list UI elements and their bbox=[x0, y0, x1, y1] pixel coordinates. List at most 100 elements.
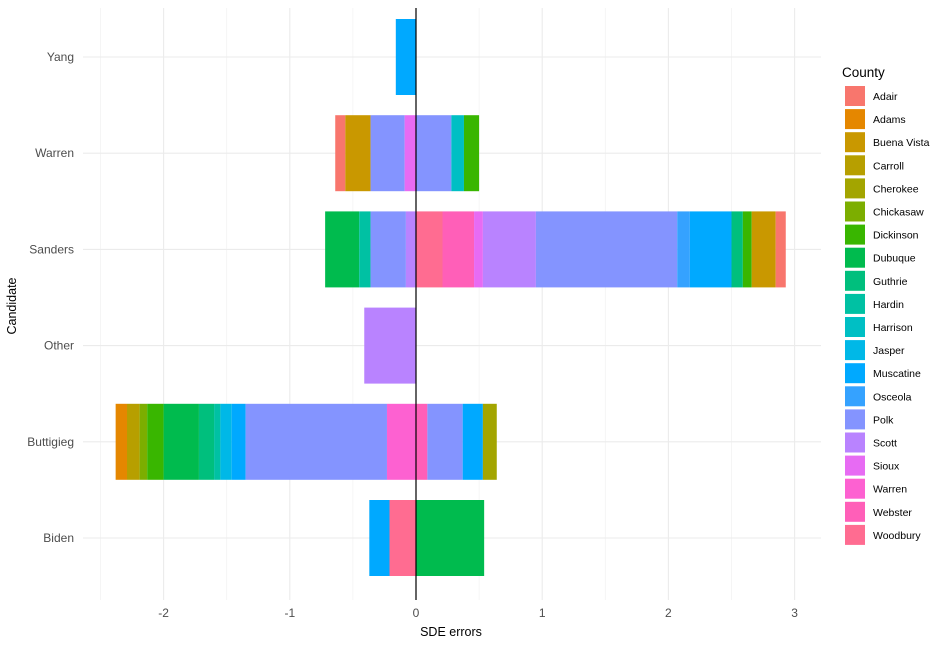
legend-swatch bbox=[845, 363, 865, 384]
legend-label: Jasper bbox=[873, 345, 905, 357]
bar-segment-sanders-woodbury bbox=[416, 211, 443, 288]
bar-segment-biden-dubuque bbox=[416, 500, 485, 576]
bar-segments bbox=[115, 19, 786, 576]
bar-segment-warren-harrison bbox=[451, 115, 464, 192]
bar-segment-sanders-hardin bbox=[359, 211, 371, 288]
legend-item: Cherokee bbox=[845, 178, 919, 199]
y-tick-label: Sanders bbox=[29, 242, 74, 256]
legend-label: Osceola bbox=[873, 391, 912, 403]
legend-label: Woodbury bbox=[873, 530, 921, 542]
bar-segment-warren-adair bbox=[335, 115, 346, 192]
bar-segment-buttigieg-warren bbox=[386, 403, 416, 480]
legend-title: County bbox=[842, 65, 885, 80]
legend-item: Osceola bbox=[845, 386, 912, 407]
legend-item: Adams bbox=[845, 109, 906, 130]
legend-swatch bbox=[845, 247, 865, 268]
legend-swatch bbox=[845, 340, 865, 361]
bar-segment-sanders-sioux bbox=[474, 211, 483, 288]
legend-item: Sioux bbox=[845, 455, 900, 476]
y-tick-label: Buttigieg bbox=[27, 435, 74, 449]
bar-segment-sanders-guthrie bbox=[731, 211, 743, 288]
legend-label: Chickasaw bbox=[873, 207, 924, 219]
x-tick-label: 2 bbox=[665, 606, 672, 620]
bar-segment-sanders-dubuque bbox=[325, 211, 360, 288]
bar-segment-buttigieg-chickasaw bbox=[139, 403, 148, 480]
legend-label: Guthrie bbox=[873, 276, 908, 288]
legend-item: Guthrie bbox=[845, 270, 908, 291]
legend-item: Scott bbox=[845, 432, 897, 453]
bar-segment-sanders-polk bbox=[370, 211, 406, 288]
legend-item: Jasper bbox=[845, 340, 905, 361]
legend-swatch bbox=[845, 432, 865, 453]
legend-swatch bbox=[845, 155, 865, 176]
legend-label: Adams bbox=[873, 114, 906, 126]
legend-label: Dickinson bbox=[873, 230, 919, 242]
y-tick-label: Warren bbox=[35, 146, 74, 160]
bar-segment-buttigieg-guthrie bbox=[198, 403, 215, 480]
bar-segment-warren-polk bbox=[370, 115, 405, 192]
legend-swatch bbox=[845, 132, 865, 153]
bar-segment-buttigieg-muscatine bbox=[231, 403, 246, 480]
legend-swatch bbox=[845, 270, 865, 291]
legend-label: Webster bbox=[873, 507, 912, 519]
bar-segment-buttigieg-dickinson bbox=[147, 403, 164, 480]
x-axis-title: SDE errors bbox=[420, 625, 482, 639]
bar-segment-sanders-muscatine bbox=[689, 211, 732, 288]
legend-item: Chickasaw bbox=[845, 201, 924, 222]
legend-label: Cherokee bbox=[873, 183, 919, 195]
legend-label: Warren bbox=[873, 484, 907, 496]
legend-swatch bbox=[845, 86, 865, 106]
legend-label: Harrison bbox=[873, 322, 913, 334]
bar-segment-buttigieg-webster bbox=[416, 403, 428, 480]
legend-swatch bbox=[845, 178, 865, 199]
x-tick-label: 0 bbox=[413, 606, 420, 620]
legend-item: Webster bbox=[845, 501, 912, 522]
legend-swatch bbox=[845, 409, 865, 430]
legend: County Adair Adams Buena Vista Carroll Chero… bbox=[842, 65, 930, 545]
bar-segment-other-scott bbox=[364, 307, 416, 384]
legend-item: Dickinson bbox=[845, 224, 919, 245]
legend-label: Hardin bbox=[873, 299, 904, 311]
bar-segment-warren-dickinson bbox=[463, 115, 480, 192]
legend-label: Scott bbox=[873, 438, 897, 450]
y-tick-label: Yang bbox=[47, 50, 74, 64]
legend-swatch bbox=[845, 317, 865, 337]
legend-swatch bbox=[845, 455, 865, 476]
legend-item: Polk bbox=[845, 409, 894, 430]
bar-segment-sanders-webster bbox=[442, 211, 475, 288]
legend-item: Muscatine bbox=[845, 363, 921, 384]
bar-segment-buttigieg-adams bbox=[115, 403, 128, 480]
legend-item: Warren bbox=[845, 478, 907, 499]
legend-swatch bbox=[845, 109, 865, 130]
bar-segment-biden-muscatine bbox=[369, 500, 390, 576]
bar-segment-warren-polk bbox=[416, 115, 452, 192]
legend-swatch bbox=[845, 224, 865, 245]
legend-swatch bbox=[845, 478, 865, 499]
legend-item: Adair bbox=[845, 86, 898, 106]
legend-swatch bbox=[845, 501, 865, 522]
legend-label: Carroll bbox=[873, 160, 904, 172]
bar-segment-buttigieg-carroll bbox=[127, 403, 140, 480]
bar-segment-sanders-scott bbox=[482, 211, 536, 288]
bar-segment-sanders-dickinson bbox=[742, 211, 752, 288]
bar-segment-sanders-adair bbox=[775, 211, 786, 288]
bar-segment-yang-muscatine bbox=[395, 19, 416, 95]
bar-segment-warren-sioux bbox=[404, 115, 416, 192]
legend-item: Hardin bbox=[845, 293, 904, 314]
legend-swatch bbox=[845, 524, 865, 545]
legend-swatch bbox=[845, 293, 865, 314]
legend-label: Sioux bbox=[873, 461, 900, 473]
y-axis-title: Candidate bbox=[5, 277, 19, 334]
legend-label: Muscatine bbox=[873, 368, 921, 380]
legend-label: Adair bbox=[873, 91, 898, 103]
y-tick-label: Other bbox=[44, 339, 74, 353]
bar-segment-buttigieg-cherokee bbox=[482, 403, 497, 480]
y-tick-label: Biden bbox=[43, 531, 74, 545]
legend-item: Buena Vista bbox=[845, 132, 930, 153]
x-tick-labels: -2 -1 0 1 2 3 bbox=[158, 606, 798, 620]
bar-segment-sanders-osceola bbox=[677, 211, 690, 288]
bar-segment-buttigieg-jasper bbox=[220, 403, 232, 480]
legend-label: Buena Vista bbox=[873, 137, 930, 149]
bar-segment-biden-woodbury bbox=[389, 500, 416, 576]
